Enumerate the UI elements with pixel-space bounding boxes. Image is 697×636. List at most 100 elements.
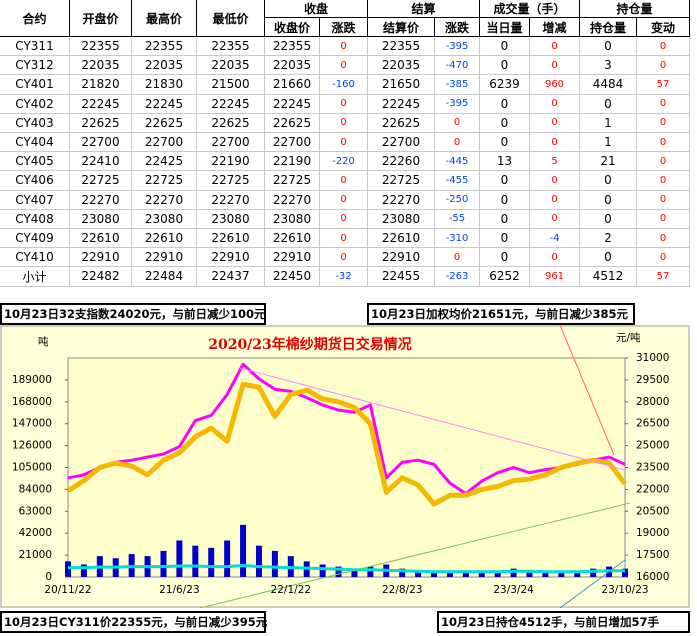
table-cell: CY404 [0,133,70,153]
volume-bar [80,564,87,577]
header-cell: 合约 [0,0,70,37]
table-cell: 22625 [197,113,265,133]
table-cell: 0 [637,94,690,114]
table-cell: 0 [637,133,690,153]
header-cell: 持仓量 [580,18,637,37]
table-cell: 22484 [132,267,197,287]
header-cell: 收盘价 [265,18,320,37]
price-line [66,381,627,507]
y2-tick-label: 26500 [636,418,669,430]
volume-bar [319,564,326,577]
volume-bar [542,571,549,577]
volume-bar [526,570,533,577]
table-cell: 21660 [265,75,320,95]
table-cell: 0 [320,94,368,114]
x-tick-label: 22/1/22 [271,584,311,596]
table-cell: 22610 [132,229,197,249]
table-cell: CY311 [0,37,70,57]
table-cell: 0 [435,133,480,153]
y2-tick-label: 25000 [636,440,669,452]
y-tick-label: 147000 [12,418,52,430]
table-cell: -250 [435,190,480,210]
volume-bar [208,547,215,577]
volume-bar [510,568,517,577]
table-cell: 22610 [265,229,320,249]
table-cell: 0 [320,209,368,229]
volume-bar [335,566,342,577]
table-cell: 0 [530,133,580,153]
table-cell: 0 [320,133,368,153]
table-cell: 0 [637,248,690,268]
table-cell: 22700 [132,133,197,153]
table-cell: 22450 [265,267,320,287]
table-cell: 5 [530,152,580,172]
table-cell: 0 [637,56,690,76]
table-cell: 小计 [0,267,70,287]
volume-bar [192,545,199,577]
table-cell: 22910 [265,248,320,268]
y-tick-label: 84000 [19,483,52,495]
header-cell: 最低价 [197,0,265,37]
table-cell: 0 [530,94,580,114]
chart: 2020/23年棉纱期货日交易情况 吨 元/吨 0 21000 42000 63000… [0,325,690,608]
table-cell: 22482 [70,267,132,287]
table-cell: 21500 [197,75,265,95]
table-cell: 22725 [70,171,132,191]
table-cell: 1 [580,113,637,133]
header-cell: 当日量 [480,18,530,37]
table-cell: 22725 [368,171,435,191]
table-cell: 0 [637,152,690,172]
volume-bar [462,572,469,577]
table-cell: 0 [530,113,580,133]
series-line [67,362,626,496]
table-cell: -4 [530,229,580,249]
table-cell: 23080 [132,209,197,229]
plot-area [67,357,626,578]
table-cell: -385 [435,75,480,95]
table-cell: 22425 [132,152,197,172]
table-cell: 6239 [480,75,530,95]
table-cell: 22355 [70,37,132,57]
table-cell: 0 [320,37,368,57]
table-cell: 1 [580,133,637,153]
header-cell: 开盘价 [70,0,132,37]
table-cell: 23080 [368,209,435,229]
table-cell: 22355 [265,37,320,57]
volume-bar [367,566,374,577]
x-tick-label: 20/11/22 [44,584,91,596]
table-cell: 22725 [132,171,197,191]
volume-bar [224,540,231,577]
volume-bar [590,568,597,577]
table-cell: 3 [580,56,637,76]
table-cell: 0 [637,229,690,249]
y-tick-label: 105000 [12,462,52,474]
y-tick-label: 189000 [12,374,52,386]
table-cell: 0 [320,113,368,133]
table-cell: 0 [480,133,530,153]
volume-bar [558,571,565,577]
y-tick-label: 0 [45,571,52,583]
table-cell: 22625 [70,113,132,133]
header-cell: 涨跌 [435,18,480,37]
header-cell: 成交量（手） [480,0,580,18]
table-cell: 0 [637,190,690,210]
table-cell: 0 [530,171,580,191]
table-cell: 22610 [70,229,132,249]
y-axis-label: 吨 [38,335,49,348]
header-cell: 涨跌 [320,18,368,37]
volume-bar [446,571,453,577]
volume-bar [351,568,358,577]
table-cell: CY408 [0,209,70,229]
table-cell: 0 [530,190,580,210]
header-cell: 持仓量 [580,0,690,18]
table-cell: CY405 [0,152,70,172]
table-cell: 0 [580,37,637,57]
table-cell: 22700 [197,133,265,153]
table-cell: -220 [320,152,368,172]
table-cell: 0 [480,209,530,229]
table-cell: -160 [320,75,368,95]
table-cell: 0 [320,171,368,191]
volume-bar [65,561,71,577]
table-cell: 22700 [368,133,435,153]
